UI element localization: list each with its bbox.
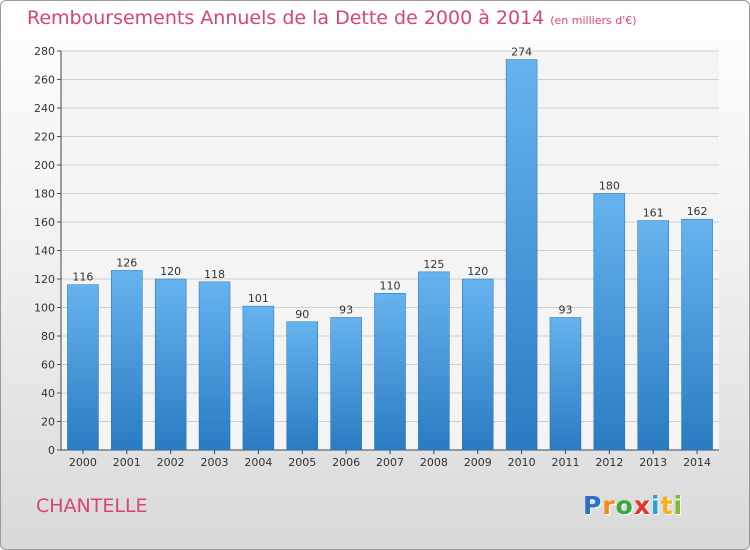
- y-tick-label-160: 160: [34, 216, 55, 229]
- bar-2011: [549, 317, 582, 451]
- data-label-2006: 93: [339, 303, 353, 316]
- place-name: CHANTELLE: [36, 495, 148, 517]
- bar-2009: [461, 278, 494, 451]
- bar-2001: [111, 270, 143, 451]
- y-tick-label-180: 180: [34, 188, 55, 201]
- bar-2005: [286, 321, 319, 451]
- y-tick-label-200: 200: [34, 159, 55, 172]
- data-label-2012: 180: [599, 180, 620, 193]
- bar-2002: [154, 278, 187, 451]
- x-tick-label-2012: 2012: [595, 456, 623, 469]
- y-tick-label-140: 140: [34, 245, 55, 258]
- y-tick-label-120: 120: [34, 273, 55, 286]
- y-tick-label-40: 40: [41, 387, 55, 400]
- bar-2000: [67, 284, 99, 451]
- data-label-2005: 90: [295, 308, 309, 321]
- logo-letter: r: [602, 491, 616, 520]
- x-tick-label-2000: 2000: [69, 456, 97, 469]
- bar-2006: [330, 317, 362, 451]
- x-tick-label-2003: 2003: [201, 456, 229, 469]
- data-label-2007: 110: [380, 279, 401, 292]
- logo-letter: x: [633, 491, 651, 520]
- data-label-2000: 116: [72, 271, 93, 284]
- logo-letter: i: [651, 491, 661, 520]
- logo-letter: t: [660, 491, 674, 520]
- bar-2012: [593, 193, 626, 451]
- x-tick-label-2006: 2006: [332, 456, 360, 469]
- x-tick-label-2013: 2013: [639, 456, 667, 469]
- bar-2014: [681, 218, 713, 451]
- data-label-2011: 93: [558, 303, 572, 316]
- x-tick-label-2007: 2007: [376, 456, 404, 469]
- data-label-2013: 161: [643, 207, 664, 220]
- data-label-2003: 118: [204, 268, 225, 281]
- x-tick-label-2004: 2004: [244, 456, 272, 469]
- data-label-2009: 120: [467, 265, 488, 278]
- y-tick-label-20: 20: [41, 416, 55, 429]
- y-tick-label-280: 280: [34, 45, 55, 58]
- bar-2004: [242, 305, 275, 451]
- data-label-2008: 125: [423, 258, 444, 271]
- chart-unit: (en milliers d'€): [550, 14, 637, 27]
- chart-title-text: Remboursements Annuels de la Dette de 20…: [27, 7, 545, 29]
- data-label-2004: 101: [248, 292, 269, 305]
- data-label-2001: 126: [116, 256, 137, 269]
- x-tick-label-2014: 2014: [683, 456, 711, 469]
- bar-2008: [418, 271, 450, 451]
- proxiti-logo: Proxiti: [583, 491, 683, 520]
- bar-2013: [637, 220, 669, 451]
- data-label-2002: 120: [160, 265, 181, 278]
- x-tick-label-2009: 2009: [464, 456, 492, 469]
- x-tick-label-2008: 2008: [420, 456, 448, 469]
- x-tick-label-2001: 2001: [113, 456, 141, 469]
- bar-2003: [198, 281, 231, 451]
- y-tick-label-260: 260: [34, 74, 55, 87]
- data-label-2010: 274: [511, 46, 532, 59]
- x-tick-label-2002: 2002: [157, 456, 185, 469]
- x-tick-label-2010: 2010: [508, 456, 536, 469]
- y-tick-label-240: 240: [34, 102, 55, 115]
- logo-letter: o: [615, 491, 634, 520]
- data-label-2014: 162: [687, 205, 708, 218]
- x-tick-label-2005: 2005: [288, 456, 316, 469]
- bar-2010: [505, 59, 538, 451]
- y-tick-label-220: 220: [34, 131, 55, 144]
- x-tick-label-2011: 2011: [551, 456, 579, 469]
- y-tick-label-60: 60: [41, 359, 55, 372]
- bar-2007: [374, 293, 406, 451]
- logo-letter: P: [583, 491, 603, 520]
- y-tick-label-100: 100: [34, 302, 55, 315]
- logo-letter: i: [673, 491, 684, 520]
- y-tick-label-80: 80: [41, 330, 55, 343]
- y-tick-label-0: 0: [48, 444, 55, 457]
- chart-title: Remboursements Annuels de la Dette de 20…: [27, 7, 637, 29]
